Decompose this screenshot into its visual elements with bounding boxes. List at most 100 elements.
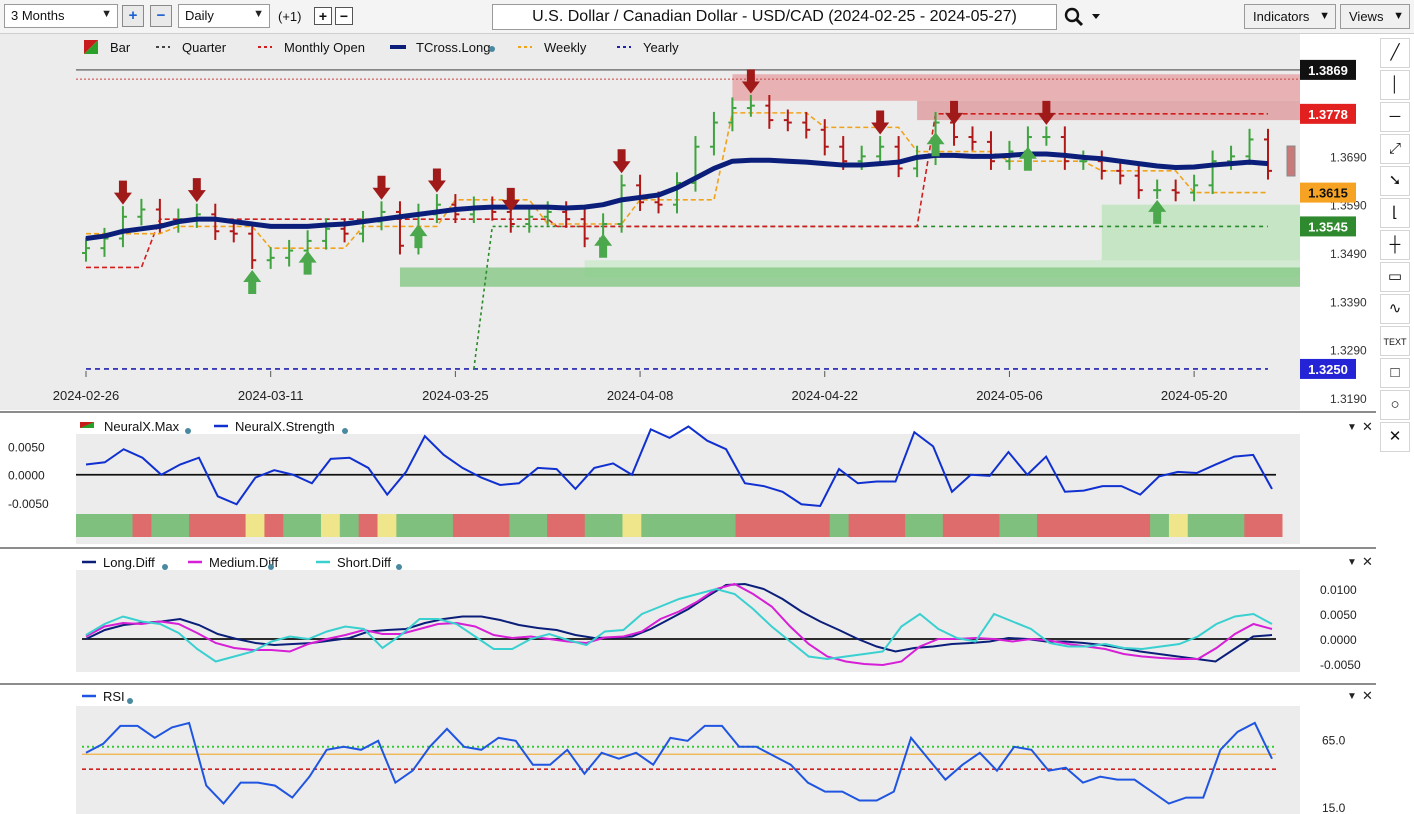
neuralx-max-cell bbox=[490, 514, 510, 537]
price-bar bbox=[728, 97, 737, 132]
scroll-handle[interactable] bbox=[1286, 145, 1296, 177]
settings-dot-icon bbox=[127, 698, 133, 704]
price-bar bbox=[395, 201, 404, 255]
comment-icon: ▭ bbox=[1387, 268, 1403, 285]
rectangle-tool[interactable]: □ bbox=[1380, 358, 1410, 388]
interval-select[interactable]: Daily ▼ bbox=[178, 4, 270, 28]
search-button[interactable] bbox=[1064, 6, 1104, 28]
offset-minus-button[interactable]: − bbox=[335, 7, 353, 25]
price-bar bbox=[876, 136, 885, 166]
chart-area[interactable]: 1.36901.35901.34901.33901.32901.31901.38… bbox=[0, 34, 1376, 814]
neuralx-max-cell bbox=[697, 514, 718, 537]
comment-tool[interactable]: ▭ bbox=[1380, 262, 1410, 292]
y-tick-label: 1.3390 bbox=[1330, 295, 1367, 309]
horizontal-line-tool[interactable]: ─ bbox=[1380, 102, 1410, 132]
symbol-title[interactable]: U.S. Dollar / Canadian Dollar - USD/CAD … bbox=[492, 4, 1057, 30]
text-tool[interactable]: TEXT bbox=[1380, 326, 1410, 356]
neuralx-max-cell bbox=[396, 514, 416, 537]
price-badge bbox=[1300, 103, 1356, 124]
price-bar bbox=[118, 206, 127, 248]
price-bar bbox=[137, 198, 146, 226]
y-tick-label: 0.0100 bbox=[1320, 583, 1357, 597]
neuralx-max-cell bbox=[434, 514, 454, 537]
price-bar bbox=[986, 131, 995, 170]
price-bar bbox=[100, 227, 109, 257]
price-bar bbox=[82, 237, 90, 262]
neuralx-max-cell bbox=[170, 514, 190, 537]
x-tick-label: 2024-03-25 bbox=[422, 388, 489, 403]
price-bar bbox=[1171, 179, 1180, 202]
up-arrow-icon bbox=[298, 250, 317, 275]
price-bar bbox=[1153, 179, 1162, 199]
neuralx-pane: 0.0050 0.0000 -0.0050 NeuralX.Max NeuralX.St… bbox=[0, 411, 1376, 546]
fib-tool[interactable]: ⌊ bbox=[1380, 198, 1410, 228]
diff-plot bbox=[76, 570, 1300, 672]
chevron-down-icon[interactable]: ▼ bbox=[1347, 557, 1357, 568]
settings-dot-icon bbox=[162, 564, 168, 570]
neuralx-max-cell bbox=[452, 514, 473, 537]
offset-plus-button[interactable]: + bbox=[314, 7, 332, 25]
diagonal-line-tool[interactable]: ╱ bbox=[1380, 38, 1410, 68]
plus-icon: + bbox=[318, 8, 328, 24]
neuralx-strength-line bbox=[85, 425, 1273, 508]
price-bar bbox=[1042, 126, 1051, 146]
max-legend-icon bbox=[80, 422, 94, 428]
down-arrow-icon bbox=[1037, 100, 1056, 125]
price-bar bbox=[673, 172, 681, 214]
toolbar: 3 Months ▼ + − Daily ▼ (+1) + − U.S. Dol… bbox=[0, 0, 1414, 34]
close-tool[interactable]: ✕ bbox=[1380, 422, 1410, 452]
zoom-out-button[interactable]: − bbox=[150, 5, 172, 27]
arrow-tool[interactable]: ➘ bbox=[1380, 166, 1410, 196]
curve-tool[interactable]: ∿ bbox=[1380, 294, 1410, 324]
down-arrow-icon bbox=[612, 149, 631, 174]
trend-line-tool[interactable]: ⤢ bbox=[1380, 134, 1410, 164]
y-tick-label: -0.0050 bbox=[8, 497, 49, 511]
y-tick-label: 1.3190 bbox=[1330, 392, 1367, 406]
up-arrow-icon bbox=[243, 269, 262, 294]
neuralx-max-cell bbox=[829, 514, 850, 537]
circle-tool[interactable]: ○ bbox=[1380, 390, 1410, 420]
indicators-button[interactable]: Indicators ▼ bbox=[1244, 4, 1336, 29]
price-bar bbox=[617, 174, 626, 233]
vertical-line-tool[interactable]: │ bbox=[1380, 70, 1410, 100]
y-tick-label: 0.0000 bbox=[1320, 633, 1357, 647]
close-icon[interactable]: ✕ bbox=[1362, 688, 1373, 703]
y-tick-label: 1.3690 bbox=[1330, 150, 1367, 164]
neuralx-max-cell bbox=[302, 514, 322, 537]
fib-icon: ⌊ bbox=[1392, 204, 1398, 221]
neuralx-max-cell bbox=[94, 514, 115, 537]
bar-legend-icon bbox=[84, 40, 98, 54]
period-select[interactable]: 3 Months ▼ bbox=[4, 4, 118, 28]
price-pane: 1.36901.35901.34901.33901.32901.31901.38… bbox=[0, 34, 1376, 410]
chevron-down-icon: ▼ bbox=[1319, 10, 1330, 22]
close-icon[interactable]: ✕ bbox=[1362, 419, 1373, 434]
views-button[interactable]: Views ▼ bbox=[1340, 4, 1410, 29]
legend-label: Weekly bbox=[544, 40, 587, 55]
x-tick-label: 2024-04-08 bbox=[607, 388, 674, 403]
crosshair-tool[interactable]: ┼ bbox=[1380, 230, 1410, 260]
neuralx-max-cell bbox=[1150, 514, 1170, 537]
neuralx-max-cell bbox=[679, 514, 699, 537]
chevron-down-icon[interactable]: ▼ bbox=[1347, 422, 1357, 433]
down-arrow-icon bbox=[741, 69, 760, 94]
up-arrow-icon bbox=[409, 224, 428, 249]
views-label: Views bbox=[1349, 9, 1384, 24]
x-tick-label: 2024-03-11 bbox=[238, 388, 304, 403]
neuralx-max-cell bbox=[754, 514, 774, 537]
down-arrow-icon bbox=[501, 187, 520, 212]
price-bar bbox=[636, 174, 645, 211]
legend-label: Medium.Diff bbox=[209, 555, 279, 570]
rectangle-icon: □ bbox=[1390, 364, 1400, 381]
close-icon[interactable]: ✕ bbox=[1362, 554, 1373, 569]
chevron-down-icon[interactable]: ▼ bbox=[1347, 691, 1357, 702]
curve-icon: ∿ bbox=[1388, 300, 1402, 317]
short-diff-line bbox=[85, 587, 1273, 663]
neuralx-max-cell bbox=[264, 514, 284, 537]
zoom-in-button[interactable]: + bbox=[122, 5, 144, 27]
circle-icon: ○ bbox=[1390, 396, 1400, 413]
neuralx-max-cell bbox=[509, 514, 529, 537]
horizontal-line-icon: ─ bbox=[1389, 108, 1401, 125]
price-bar bbox=[1116, 160, 1125, 185]
period-value: 3 Months bbox=[11, 8, 65, 23]
y-tick-label: 1.3490 bbox=[1330, 247, 1367, 261]
